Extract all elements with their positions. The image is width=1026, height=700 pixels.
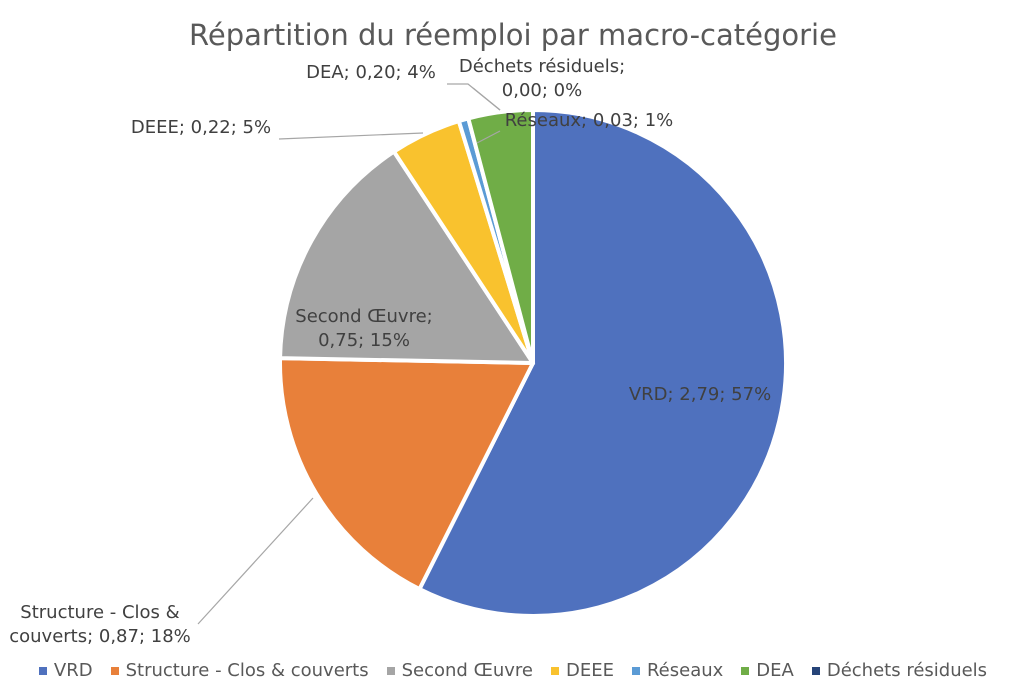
leader-line-reseaux (476, 130, 501, 144)
data-label-structure-clos-couverts: Structure - Clos & couverts; 0,87; 18% (9, 602, 191, 647)
data-labels: VRD; 2,79; 57% Structure - Clos & couverts… (9, 56, 771, 647)
data-label-dea: DEA; 0,20; 4% (306, 62, 436, 83)
legend-item-reseaux: Réseaux (631, 660, 724, 681)
legend-item-dechets-residuels: Déchets résiduels (811, 660, 988, 681)
pie-slice-second-oeuvre (278, 149, 535, 365)
legend-label: VRD (53, 660, 93, 681)
legend-swatch (811, 666, 820, 675)
legend-swatch (741, 666, 750, 675)
legend-item-vrd: VRD (38, 660, 93, 681)
data-label-deee: DEEE; 0,22; 5% (131, 117, 271, 138)
pie-slice-structure-clos-couverts (278, 356, 535, 592)
legend-swatch (386, 666, 395, 675)
legend-swatch (110, 666, 119, 675)
leader-line-dechets-residuels (472, 87, 501, 111)
data-label-dechets-residuels: Déchets résiduels; 0,00; 0% (459, 56, 625, 101)
legend-item-deee: DEEE (550, 660, 614, 681)
chart-title: Répartition du réemploi par macro-catégo… (189, 18, 837, 52)
leader-line-deee (278, 132, 424, 140)
legend-label: DEA (756, 660, 794, 681)
legend-swatch (550, 666, 559, 675)
pie-slice-vrd (417, 108, 788, 618)
pie-chart: VRD; 2,79; 57% Structure - Clos & couverts… (9, 56, 788, 647)
legend-swatch (631, 666, 640, 675)
legend-label: Structure - Clos & couverts (125, 660, 369, 681)
legend-label: Déchets résiduels (826, 660, 988, 681)
data-label-second-oeuvre: Second Œuvre; 0,75; 15% (295, 306, 432, 351)
legend: VRD Structure - Clos & couverts Second Œuv… (0, 660, 1026, 681)
legend-label: Réseaux (646, 660, 724, 681)
leader-lines (197, 83, 501, 625)
data-label-vrd: VRD; 2,79; 57% (629, 384, 771, 405)
data-label-reseaux: Réseaux; 0,03; 1% (505, 110, 674, 131)
leader-line-structure-clos-couverts (197, 497, 314, 625)
legend-item-structure-clos-couverts: Structure - Clos & couverts (110, 660, 369, 681)
legend-label: DEEE (565, 660, 614, 681)
legend-item-dea: DEA (741, 660, 794, 681)
legend-swatch (38, 666, 47, 675)
legend-item-second-oeuvre: Second Œuvre (386, 660, 533, 681)
pie-slices (278, 108, 788, 618)
legend-label: Second Œuvre (401, 660, 533, 681)
